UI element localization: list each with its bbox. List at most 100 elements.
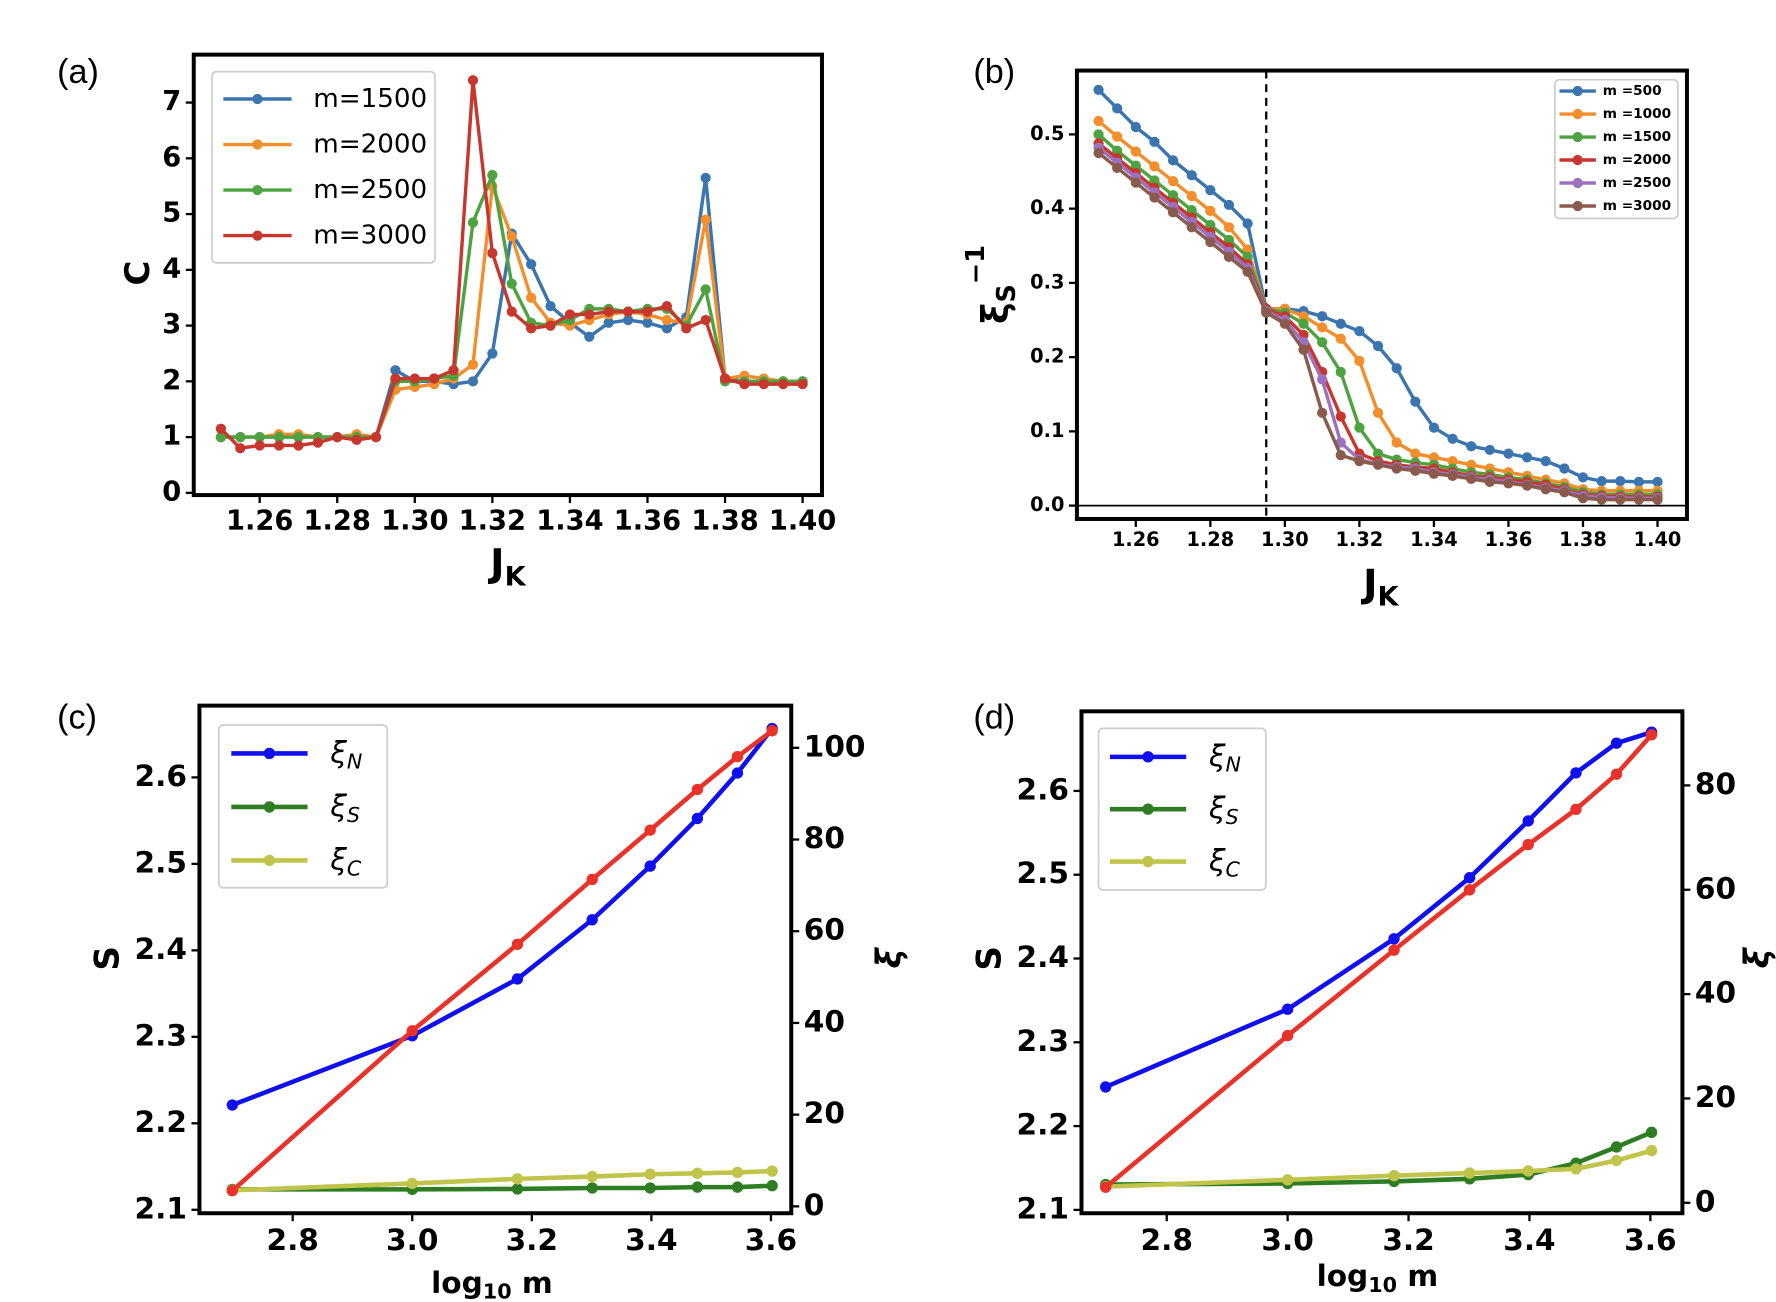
label-part: m =1500 (1603, 129, 1671, 145)
marker (586, 914, 598, 926)
marker (1149, 175, 1160, 186)
marker (1503, 478, 1514, 489)
marker (1335, 437, 1346, 448)
legend-marker (1572, 177, 1583, 189)
subscript: K (505, 561, 527, 592)
subscript: C (347, 856, 362, 880)
marker (700, 172, 711, 183)
label-part: J (487, 541, 504, 586)
subscript: N (1225, 753, 1241, 777)
legend-label: m =500 (1603, 83, 1662, 99)
y-axis-label: ξS−1 (961, 245, 1022, 324)
marker (1610, 1141, 1623, 1153)
y-tick-label: 0.0 (1030, 493, 1064, 516)
label-part: ξ (1208, 738, 1226, 772)
marker (1167, 207, 1179, 218)
x-tick-label: 1.30 (381, 505, 448, 536)
marker (1130, 146, 1141, 157)
x-tick-label: 1.34 (1410, 528, 1458, 551)
y-tick-label: 2.1 (135, 1191, 187, 1225)
superscript: −1 (961, 245, 991, 284)
marker (1167, 190, 1179, 201)
series-line (1105, 1130, 1653, 1187)
marker (1428, 422, 1440, 433)
marker (1522, 1165, 1534, 1177)
marker (1610, 737, 1623, 749)
legend-label: ξS (1208, 791, 1239, 829)
y-tick-label: 2.6 (135, 759, 187, 793)
subscript: S (1225, 805, 1238, 829)
marker (1521, 452, 1533, 463)
marker (1281, 1003, 1294, 1015)
marker (700, 314, 711, 326)
y-tick-label: 2.5 (1017, 856, 1069, 890)
marker (1261, 307, 1272, 318)
marker (622, 314, 634, 326)
marker (661, 300, 672, 312)
y-tick-label: 40 (1695, 976, 1736, 1010)
marker (1112, 131, 1123, 142)
marker (691, 1181, 704, 1193)
marker (1186, 222, 1197, 233)
marker (467, 359, 479, 370)
y-tick-label: 3 (162, 309, 181, 340)
marker (797, 379, 808, 390)
marker (1596, 494, 1607, 505)
marker (1281, 1029, 1294, 1042)
marker (739, 379, 750, 390)
marker (390, 365, 401, 376)
marker (778, 379, 789, 390)
legend-label: ξN (1208, 738, 1241, 776)
marker (1093, 129, 1104, 140)
marker (1559, 463, 1570, 474)
marker (1388, 1169, 1400, 1182)
x-tick-label: 2.8 (266, 1223, 318, 1257)
marker (1093, 84, 1104, 95)
marker (1391, 463, 1402, 474)
y-tick-label: 0 (804, 1188, 825, 1222)
marker (1388, 933, 1400, 945)
marker (429, 373, 440, 384)
marker (1372, 407, 1384, 418)
label-part: ξ (329, 735, 347, 769)
y-tick-label: 2.4 (1017, 940, 1069, 974)
marker (1645, 1126, 1658, 1139)
marker (448, 365, 459, 376)
marker (273, 431, 285, 443)
marker (1372, 448, 1384, 459)
x-tick-label: 1.38 (1559, 528, 1607, 551)
y-tick-label: 5 (162, 198, 181, 229)
marker (1317, 337, 1328, 348)
marker (506, 278, 517, 289)
legend-label: ξS (329, 788, 360, 826)
marker (1610, 768, 1623, 780)
x-axis-label: JK (487, 541, 526, 592)
marker (1652, 494, 1663, 505)
marker (1093, 147, 1104, 159)
marker (1540, 484, 1551, 495)
x-tick-label: 1.26 (1112, 528, 1160, 551)
panel-label: (b) (973, 53, 1015, 91)
marker (312, 437, 323, 448)
y-tick-label: 20 (804, 1096, 845, 1130)
panel-label: (d) (973, 698, 1015, 736)
marker (1410, 396, 1421, 407)
label-part: log (431, 1265, 483, 1299)
y-tick-label: 2 (162, 365, 181, 396)
x-tick-label: 1.32 (459, 505, 526, 536)
marker (1335, 450, 1346, 461)
marker (766, 1180, 778, 1192)
y-tick-label: 2.3 (1017, 1024, 1069, 1058)
y-tick-label: 7 (162, 86, 181, 117)
marker (1335, 366, 1346, 378)
y-tick-label: 80 (1695, 767, 1736, 801)
marker (1298, 344, 1309, 355)
marker (1540, 455, 1551, 467)
marker (1186, 205, 1197, 216)
label-part: J (1360, 562, 1377, 607)
marker (603, 317, 614, 328)
y-tick-label: 80 (804, 821, 845, 855)
y-tick-label: 2.2 (135, 1105, 187, 1139)
legend-label: m=2500 (313, 175, 427, 205)
